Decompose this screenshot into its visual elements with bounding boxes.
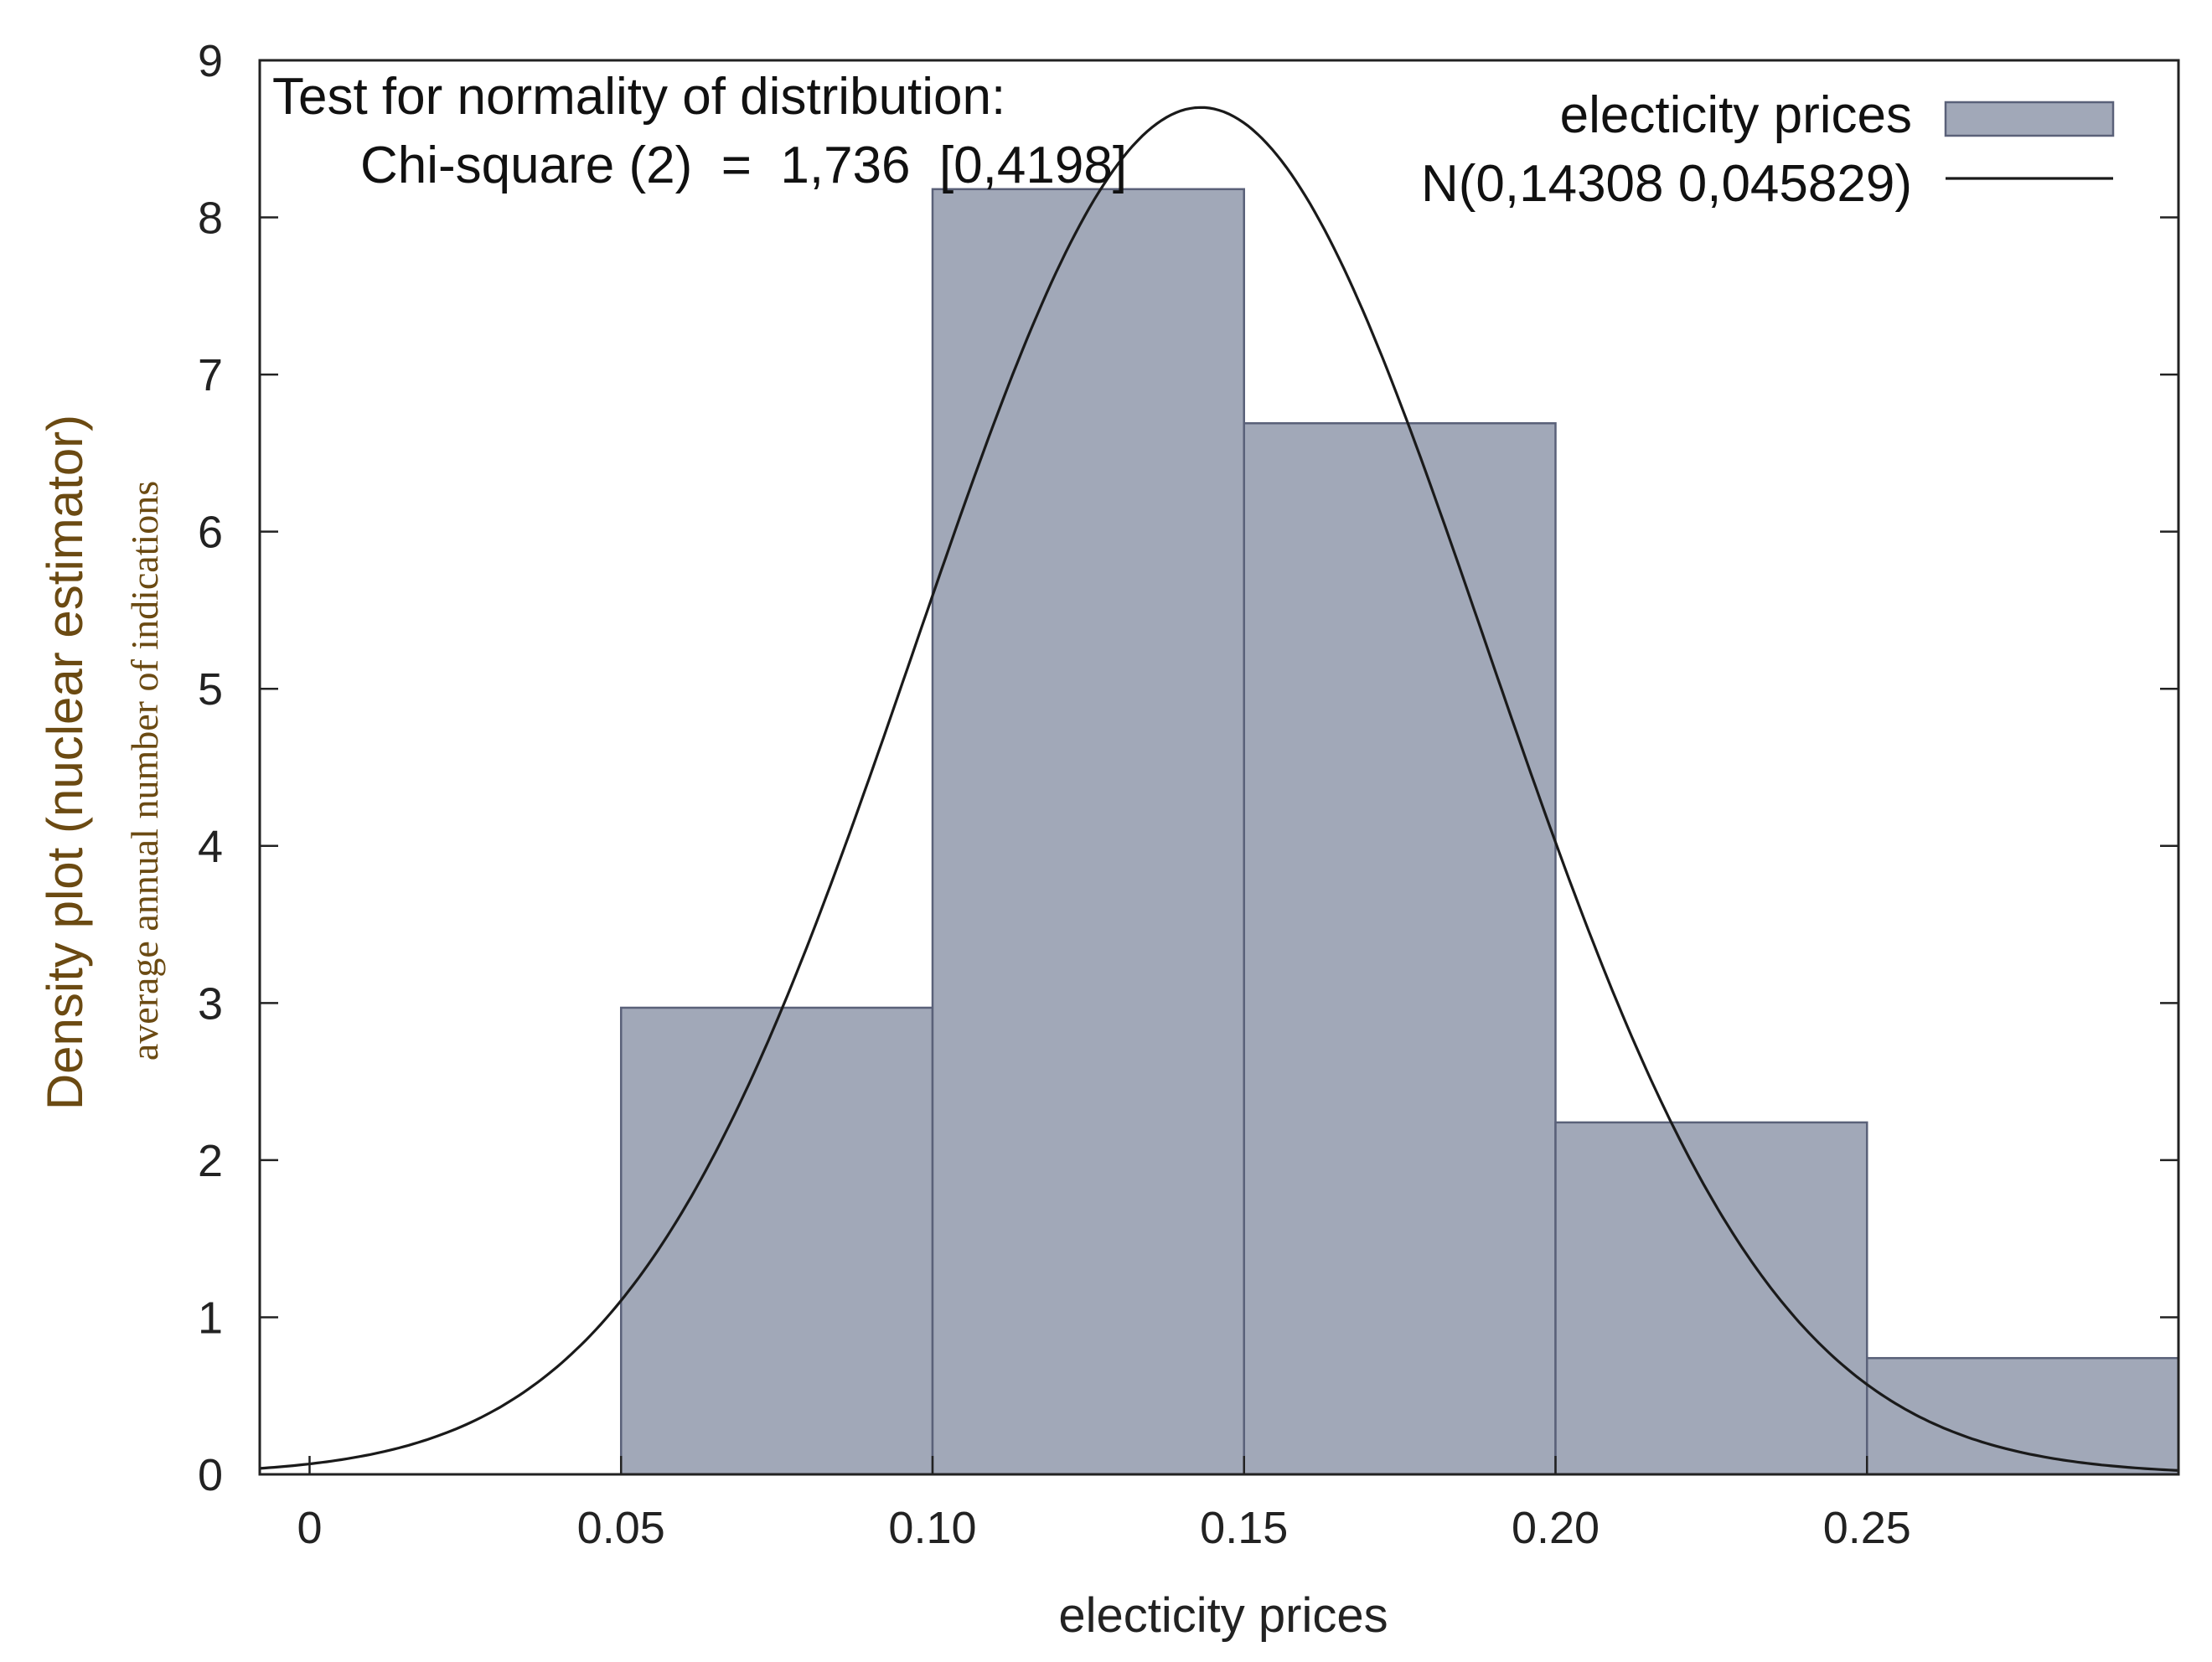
chi-square-result: Chi-square (2) = 1,736 [0,4198]: [360, 137, 1127, 194]
x-tick-label: 0.25: [1823, 1503, 1911, 1553]
legend-label-histogram: electicity prices: [1560, 86, 1912, 144]
y-tick-label: 2: [198, 1136, 223, 1186]
legend-swatch-histogram: [1946, 102, 2113, 136]
histogram-chart: 0 1 2 3 4 5 6 7 8 9 0 0.05 0.10 0.15 0.20 0.25 electici…: [0, 0, 2212, 1662]
histogram-bar-4: [1555, 1123, 1867, 1474]
x-tick-label: 0.20: [1512, 1503, 1600, 1553]
normality-test-title: Test for normality of distribution:: [272, 68, 1005, 126]
y-axis-title: Density plot (nuclear estimator): [37, 415, 93, 1110]
y-tick-label: 6: [198, 508, 223, 558]
y-tick-label: 1: [198, 1293, 223, 1343]
legend: electicity prices N(0,14308 0,045829): [1421, 86, 2113, 213]
histogram-bar-2: [933, 189, 1244, 1474]
y-tick-label: 8: [198, 194, 223, 244]
x-tick-label: 0.10: [888, 1503, 976, 1553]
legend-label-normal: N(0,14308 0,045829): [1421, 155, 1912, 213]
y-tick-label: 5: [198, 664, 223, 715]
y-tick-label: 9: [198, 36, 223, 86]
x-tick-label: 0.05: [577, 1503, 665, 1553]
y-tick-label: 7: [198, 350, 223, 400]
histogram-bar-3: [1244, 423, 1556, 1474]
x-axis-title: electicity prices: [1058, 1588, 1388, 1643]
histogram-bar-5: [1867, 1358, 2178, 1474]
y-tick-label: 3: [198, 978, 223, 1029]
y-axis-subtitle: average annual number of indications: [123, 481, 166, 1061]
y-tick-label: 0: [198, 1450, 223, 1500]
y-tick-label: 4: [198, 822, 223, 872]
x-tick-label: 0: [297, 1503, 322, 1553]
x-tick-label: 0.15: [1200, 1503, 1288, 1553]
histogram-bar-1: [621, 1008, 933, 1474]
